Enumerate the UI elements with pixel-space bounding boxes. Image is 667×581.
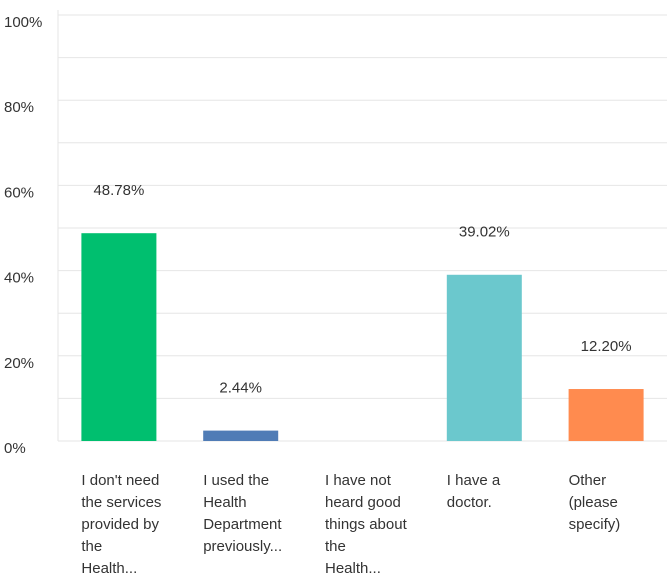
x-tick-label: I don't need the services provided by th… — [81, 472, 165, 577]
y-tick-label: 80% — [4, 99, 34, 116]
y-tick-label: 100% — [4, 14, 42, 31]
value-label: 39.02% — [459, 224, 510, 241]
y-tick-label: 60% — [4, 184, 34, 201]
y-tick-label: 0% — [4, 440, 26, 457]
value-label: 48.78% — [93, 182, 144, 199]
bar — [203, 430, 279, 441]
x-tick-label: I used the Health Department previously.… — [203, 472, 286, 555]
value-label: 12.20% — [581, 338, 632, 355]
y-tick-label: 20% — [4, 355, 34, 372]
bar — [81, 233, 157, 441]
value-label: 2.44% — [219, 380, 262, 397]
x-tick-label: I have not heard good things about the H… — [325, 472, 411, 577]
x-tick-label: Other (please specify) — [569, 472, 622, 533]
y-tick-label: 40% — [4, 270, 34, 287]
x-tick-label: I have a doctor. — [447, 472, 505, 511]
bar — [568, 389, 644, 441]
bar — [446, 274, 522, 441]
